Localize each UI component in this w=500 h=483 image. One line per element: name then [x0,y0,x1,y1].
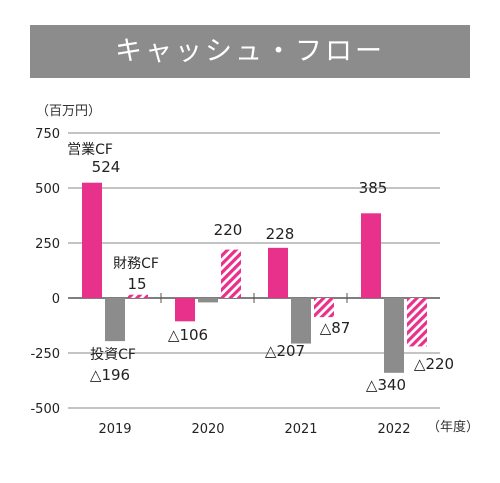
data-label: △340 [366,376,406,394]
x-tick-label: 2021 [284,422,317,437]
series-annotation: 財務CF [113,256,159,272]
bar [128,294,148,298]
data-label: △106 [168,326,208,344]
bar [291,298,311,344]
data-label: △87 [320,319,351,337]
data-label: 524 [92,158,121,176]
x-tick-label: 2019 [98,422,131,437]
data-label: △196 [90,366,130,384]
data-label: △220 [414,355,454,373]
bar [407,298,427,347]
data-label: 228 [266,225,295,243]
y-unit-label: （百万円） [36,104,102,119]
series-annotation: 投資CF [90,347,136,363]
bar [268,247,288,298]
x-unit-label: （年度） [427,420,480,435]
bar [361,213,381,298]
data-label: △207 [265,342,305,360]
bar [198,298,218,303]
bar [105,298,125,342]
bar [82,182,102,298]
bar [175,298,195,322]
bar [221,249,241,298]
bar [314,298,334,318]
data-label: 220 [214,221,243,239]
bar [384,298,404,373]
y-tick-label: 0 [52,292,60,307]
y-tick-label: 250 [35,237,60,252]
series-annotation: 営業CF [67,142,113,158]
chart-title: キャッシュ・フロー [115,36,385,67]
data-label: 385 [359,179,388,197]
y-tick-label: 750 [35,127,60,142]
y-tick-label: -250 [30,347,60,362]
x-tick-label: 2022 [377,422,410,437]
title-bar: キャッシュ・フロー [30,25,470,78]
x-tick-label: 2020 [191,422,224,437]
y-tick-label: 500 [35,182,60,197]
data-label: 15 [127,275,146,293]
y-tick-label: -500 [30,402,60,417]
